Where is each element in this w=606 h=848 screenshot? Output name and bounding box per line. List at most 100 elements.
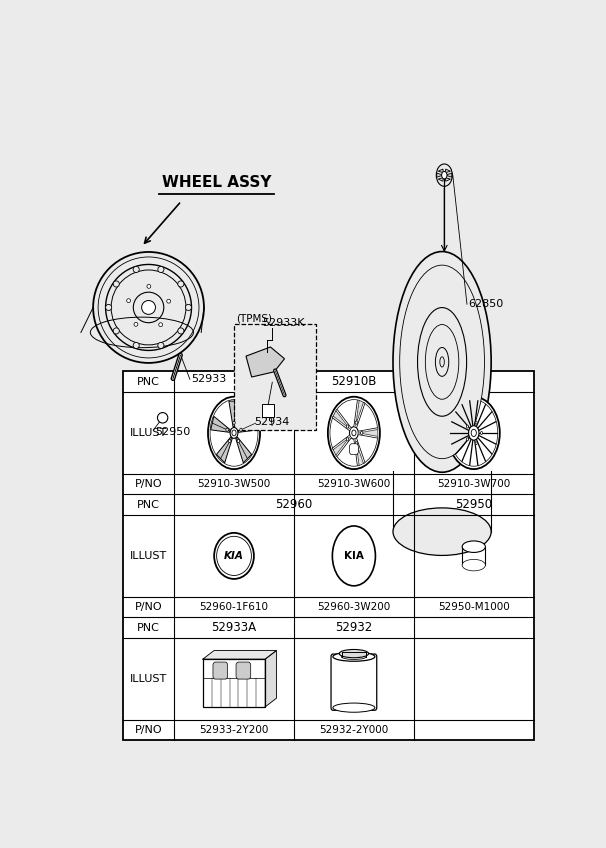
Circle shape xyxy=(230,427,238,438)
Polygon shape xyxy=(211,416,230,432)
Text: 52932-2Y000: 52932-2Y000 xyxy=(319,725,388,735)
Circle shape xyxy=(208,397,260,469)
Ellipse shape xyxy=(159,323,162,326)
Bar xyxy=(122,371,534,740)
Circle shape xyxy=(467,425,468,428)
Text: 52960-3W200: 52960-3W200 xyxy=(318,602,390,612)
Circle shape xyxy=(481,432,482,434)
Circle shape xyxy=(361,432,363,434)
Text: (TPMS): (TPMS) xyxy=(236,313,272,323)
Circle shape xyxy=(475,442,477,444)
Ellipse shape xyxy=(158,266,164,272)
Text: P/NO: P/NO xyxy=(135,479,162,489)
Ellipse shape xyxy=(425,325,459,399)
Text: 52932: 52932 xyxy=(335,621,373,634)
Polygon shape xyxy=(438,178,444,181)
Circle shape xyxy=(442,171,447,179)
Circle shape xyxy=(352,430,356,436)
Text: 62850: 62850 xyxy=(468,299,503,310)
Ellipse shape xyxy=(462,541,485,552)
Text: ILLUST: ILLUST xyxy=(130,551,167,561)
FancyBboxPatch shape xyxy=(213,662,228,679)
Text: ILLUST: ILLUST xyxy=(130,674,167,683)
Circle shape xyxy=(475,421,477,424)
Text: 52910-3W600: 52910-3W600 xyxy=(318,479,390,489)
Ellipse shape xyxy=(418,308,467,416)
Bar xyxy=(233,324,316,430)
Ellipse shape xyxy=(90,317,193,348)
Text: 52933A: 52933A xyxy=(211,621,256,634)
Ellipse shape xyxy=(147,284,151,288)
Ellipse shape xyxy=(133,343,139,349)
Ellipse shape xyxy=(462,560,485,571)
Circle shape xyxy=(347,438,348,441)
Polygon shape xyxy=(216,437,232,463)
Text: P/NO: P/NO xyxy=(135,725,162,735)
Bar xyxy=(203,659,265,707)
FancyBboxPatch shape xyxy=(236,662,251,679)
Text: PNC: PNC xyxy=(137,499,160,510)
Text: WHEEL ASSY: WHEEL ASSY xyxy=(162,175,271,190)
Polygon shape xyxy=(203,650,276,659)
Ellipse shape xyxy=(435,348,449,377)
Circle shape xyxy=(232,430,236,436)
Polygon shape xyxy=(447,173,452,177)
Bar xyxy=(76,102,545,353)
Circle shape xyxy=(471,429,476,437)
Polygon shape xyxy=(265,650,276,707)
Circle shape xyxy=(228,439,231,443)
Text: 52950: 52950 xyxy=(455,498,492,511)
Text: 52933-2Y200: 52933-2Y200 xyxy=(199,725,268,735)
Ellipse shape xyxy=(178,328,184,334)
Circle shape xyxy=(448,397,500,469)
Text: KIA: KIA xyxy=(224,551,244,561)
Ellipse shape xyxy=(113,328,119,334)
Ellipse shape xyxy=(158,413,168,423)
Ellipse shape xyxy=(339,650,368,658)
Ellipse shape xyxy=(400,265,484,459)
Polygon shape xyxy=(236,437,251,463)
FancyBboxPatch shape xyxy=(331,654,377,711)
Ellipse shape xyxy=(393,508,491,555)
Polygon shape xyxy=(246,347,284,377)
Text: 52933: 52933 xyxy=(191,374,226,384)
Circle shape xyxy=(226,428,228,432)
Circle shape xyxy=(355,421,358,424)
Ellipse shape xyxy=(133,266,139,272)
Circle shape xyxy=(328,397,380,469)
Polygon shape xyxy=(229,401,239,427)
Circle shape xyxy=(233,421,235,424)
Ellipse shape xyxy=(127,298,130,303)
Text: 52950: 52950 xyxy=(156,427,191,438)
Ellipse shape xyxy=(158,343,164,349)
Ellipse shape xyxy=(185,304,191,310)
Ellipse shape xyxy=(134,322,138,326)
Circle shape xyxy=(467,438,468,441)
Ellipse shape xyxy=(167,299,171,303)
Circle shape xyxy=(347,425,348,428)
Polygon shape xyxy=(238,416,258,432)
Polygon shape xyxy=(438,169,444,173)
Text: 52950-M1000: 52950-M1000 xyxy=(438,602,510,612)
Polygon shape xyxy=(437,173,442,177)
Text: 52910B: 52910B xyxy=(331,375,376,388)
Text: P/NO: P/NO xyxy=(135,602,162,612)
Circle shape xyxy=(468,426,479,440)
Text: KIA: KIA xyxy=(344,551,364,561)
Ellipse shape xyxy=(105,304,112,310)
FancyBboxPatch shape xyxy=(262,404,274,417)
Text: ILLUST: ILLUST xyxy=(130,428,167,438)
Text: 52910-3W500: 52910-3W500 xyxy=(198,479,271,489)
Text: 52933K: 52933K xyxy=(262,318,305,328)
Text: 52910-3W700: 52910-3W700 xyxy=(437,479,510,489)
Text: 52960: 52960 xyxy=(275,498,313,511)
Text: 52934: 52934 xyxy=(255,417,290,427)
Ellipse shape xyxy=(393,252,491,472)
Text: PNC: PNC xyxy=(137,377,160,387)
Text: 52960-1F610: 52960-1F610 xyxy=(199,602,268,612)
Circle shape xyxy=(350,427,358,439)
Polygon shape xyxy=(445,169,450,173)
Text: PNC: PNC xyxy=(137,622,160,633)
Circle shape xyxy=(237,439,239,443)
Ellipse shape xyxy=(178,281,184,287)
